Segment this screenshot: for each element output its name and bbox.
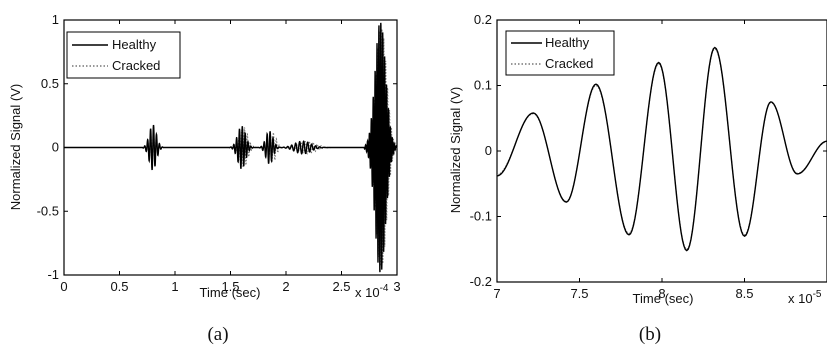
chart-b-xtick-label: 7.5 <box>570 286 588 301</box>
chart-b-ytick-label: 0.2 <box>474 12 492 27</box>
chart-a-ytick-label: -1 <box>47 267 59 282</box>
chart-b-series-healthy-line <box>496 46 827 252</box>
chart-a-series <box>64 22 398 273</box>
chart-b-legend-label-healthy: Healthy <box>545 35 590 50</box>
chart-a-series-healthy-line <box>64 22 398 273</box>
chart-b-ytick-label: -0.2 <box>470 274 492 289</box>
chart-a-legend: Healthy Cracked <box>66 31 181 79</box>
chart-b-x-multiplier-exp: -5 <box>813 289 822 300</box>
chart-b-legend-label-cracked: Cracked <box>545 56 593 71</box>
chart-a-caption: (a) <box>207 324 228 345</box>
chart-a-legend-box <box>66 31 181 79</box>
chart-b-ticks: 7 7.5 8 8.5 -0.2 -0.1 0 0.1 0.2 <box>470 12 827 301</box>
chart-a-xtick-label: 3 <box>393 279 400 294</box>
chart-b-ylabel: Normalized Signal (V) <box>448 87 463 213</box>
chart-b-xlabel: Time (sec) <box>633 291 694 306</box>
chart-a-x-multiplier-base: x 10 <box>355 285 380 300</box>
chart-b-ytick-label: -0.1 <box>470 209 492 224</box>
chart-a-x-multiplier-exp: -4 <box>380 283 389 294</box>
chart-a-legend-label-healthy: Healthy <box>112 37 157 52</box>
chart-b-ytick-label: 0.1 <box>474 78 492 93</box>
chart-a-ytick-label: 1 <box>52 12 59 27</box>
chart-a-legend-label-cracked: Cracked <box>112 58 160 73</box>
chart-a: 0 0.5 1 1.5 2 2.5 3 -1 -0.5 0 0.5 1 Time (sec) Norm… <box>8 12 401 345</box>
chart-b-xtick-label: 8.5 <box>735 286 753 301</box>
chart-b: 7 7.5 8 8.5 -0.2 -0.1 0 0.1 0.2 Time (sec) Norma… <box>448 12 827 345</box>
chart-b-ytick-label: 0 <box>485 143 492 158</box>
chart-a-ytick-label: -0.5 <box>37 203 59 218</box>
chart-a-ytick-label: 0 <box>52 140 59 155</box>
chart-a-xtick-label: 2.5 <box>332 279 350 294</box>
chart-a-xlabel: Time (sec) <box>200 285 261 300</box>
chart-a-ticks: 0 0.5 1 1.5 2 2.5 3 -1 -0.5 0 0.5 1 <box>37 12 401 294</box>
chart-b-x-multiplier: x 10-5 <box>788 289 822 306</box>
chart-a-xtick-label: 2 <box>282 279 289 294</box>
chart-a-ylabel: Normalized Signal (V) <box>8 84 23 210</box>
chart-a-xtick-label: 0 <box>60 279 67 294</box>
chart-a-xtick-label: 1 <box>171 279 178 294</box>
chart-b-xtick-label: 7 <box>493 286 500 301</box>
chart-a-xtick-label: 1.5 <box>221 279 239 294</box>
chart-b-series <box>496 46 827 252</box>
chart-b-legend: Healthy Cracked <box>505 30 615 76</box>
chart-b-x-multiplier-base: x 10 <box>788 291 813 306</box>
chart-a-x-multiplier: x 10-4 <box>355 283 389 300</box>
chart-b-caption: (b) <box>639 324 661 345</box>
chart-a-xtick-label: 0.5 <box>110 279 128 294</box>
chart-b-xtick-label: 8 <box>658 286 665 301</box>
chart-a-ytick-label: 0.5 <box>41 76 59 91</box>
chart-b-legend-box <box>505 30 615 76</box>
